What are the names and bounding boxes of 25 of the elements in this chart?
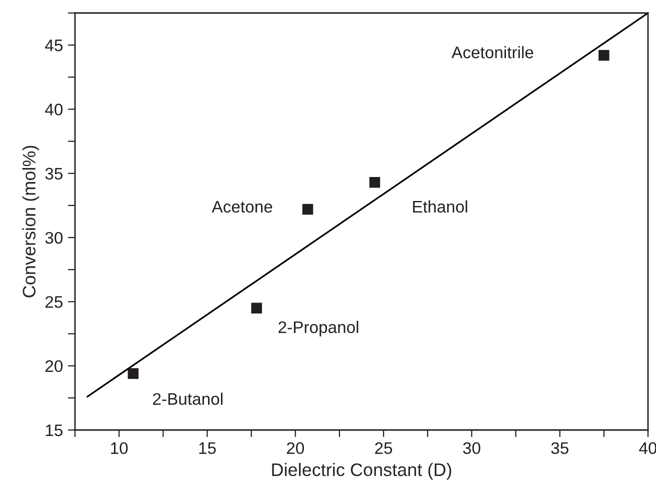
point [369,176,380,188]
annotation: Acetonitrile [452,46,534,58]
y-axis-title: Conversion (mol%) [22,146,40,298]
annotation: 2-Butanol [153,392,222,405]
y-tick-label: 30 [45,232,63,244]
y-tick-label: 20 [45,360,63,372]
x-axis-title: Dielectric Constant (D) [272,462,452,480]
x-tick-label: 25 [375,442,392,454]
point [302,204,314,215]
x-tick-label: 35 [551,442,568,454]
point [598,50,610,61]
annotation: Acetone [212,201,272,213]
x-tick-label: 10 [111,442,128,454]
point [251,302,262,314]
y-tick-label: 45 [45,40,62,52]
x-tick-label: 30 [463,442,480,454]
x-tick-label: 20 [286,442,304,454]
y-tick-label: 25 [45,296,62,308]
point [128,368,139,379]
annotation: 2-Propanol [278,320,358,336]
annotation: Ethanol [413,200,468,213]
x-tick-label: 15 [199,442,216,454]
y-tick-label: 40 [45,104,63,116]
y-tick-label: 35 [45,168,62,180]
y-tick-label: 15 [46,424,62,436]
